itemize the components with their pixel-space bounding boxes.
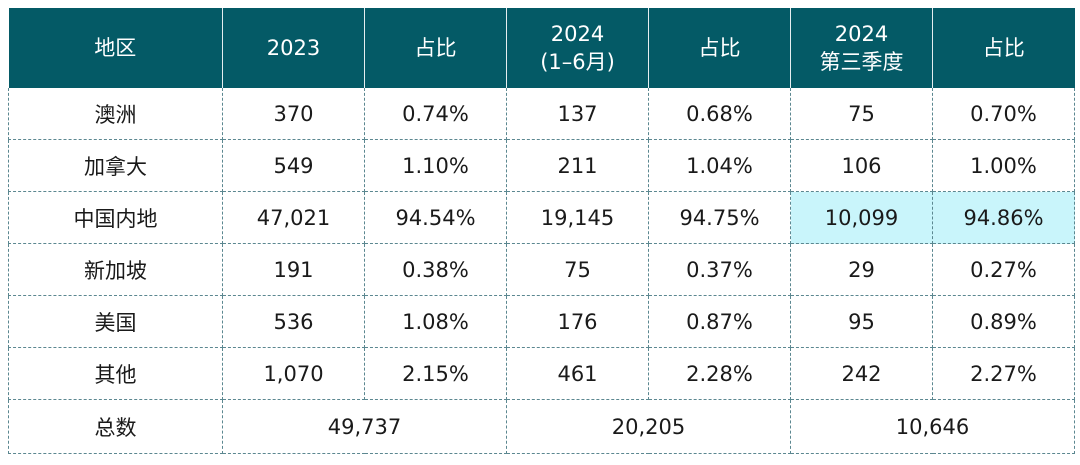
cell-share-2024-h1: 1.04% bbox=[648, 139, 791, 192]
header-region: 地区 bbox=[8, 8, 223, 88]
cell-share-2024-h1: 2.28% bbox=[648, 347, 791, 400]
cell-value-2023: 47,021 bbox=[222, 191, 365, 244]
cell-value-2024-h1: 211 bbox=[506, 139, 649, 192]
table-row: 加拿大 549 1.10% 211 1.04% 106 1.00% bbox=[8, 139, 1075, 192]
cell-share-2024-h1: 0.68% bbox=[648, 88, 791, 140]
cell-share-2024-h1: 94.75% bbox=[648, 191, 791, 244]
cell-region: 中国内地 bbox=[8, 191, 223, 244]
header-2024-q3-period: 第三季度 bbox=[819, 50, 904, 74]
cell-share-2023: 1.08% bbox=[364, 295, 507, 348]
cell-value-2024-q3: 106 bbox=[790, 139, 933, 192]
total-row: 总数 49,737 20,205 10,646 bbox=[8, 399, 1075, 454]
highlighted-cell-value-2024-q3: 10,099 bbox=[790, 191, 933, 244]
table-row: 新加坡 191 0.38% 75 0.37% 29 0.27% bbox=[8, 243, 1075, 296]
cell-value-2024-q3: 242 bbox=[790, 347, 933, 400]
cell-value-2024-q3: 29 bbox=[790, 243, 933, 296]
total-2023: 49,737 bbox=[222, 399, 507, 454]
cell-share-2024-q3: 0.27% bbox=[932, 243, 1075, 296]
cell-value-2024-h1: 75 bbox=[506, 243, 649, 296]
data-table-container: 地区 2023 占比 2024 (1–6月) 占比 2024 第三季度 占比 澳… bbox=[8, 8, 1075, 454]
total-label: 总数 bbox=[8, 399, 223, 454]
region-statistics-table: 地区 2023 占比 2024 (1–6月) 占比 2024 第三季度 占比 澳… bbox=[8, 8, 1075, 454]
cell-share-2023: 0.74% bbox=[364, 88, 507, 140]
cell-share-2024-h1: 0.37% bbox=[648, 243, 791, 296]
header-row: 地区 2023 占比 2024 (1–6月) 占比 2024 第三季度 占比 bbox=[8, 8, 1075, 88]
table-row: 美国 536 1.08% 176 0.87% 95 0.89% bbox=[8, 295, 1075, 348]
highlighted-cell-share-2024-q3: 94.86% bbox=[932, 191, 1075, 244]
cell-value-2023: 1,070 bbox=[222, 347, 365, 400]
header-2024-q3-year: 2024 bbox=[834, 22, 889, 46]
cell-share-2024-q3: 2.27% bbox=[932, 347, 1075, 400]
cell-value-2024-h1: 137 bbox=[506, 88, 649, 140]
cell-value-2023: 191 bbox=[222, 243, 365, 296]
total-2024-h1: 20,205 bbox=[506, 399, 791, 454]
header-2024-h1-year: 2024 bbox=[550, 22, 605, 46]
table-header: 地区 2023 占比 2024 (1–6月) 占比 2024 第三季度 占比 bbox=[8, 8, 1075, 88]
header-share-2023: 占比 bbox=[364, 8, 507, 88]
header-share-2024-h1: 占比 bbox=[648, 8, 791, 88]
cell-value-2024-q3: 75 bbox=[790, 88, 933, 140]
cell-share-2024-q3: 1.00% bbox=[932, 139, 1075, 192]
cell-value-2024-h1: 19,145 bbox=[506, 191, 649, 244]
table-row: 其他 1,070 2.15% 461 2.28% 242 2.27% bbox=[8, 347, 1075, 400]
table-row: 澳洲 370 0.74% 137 0.68% 75 0.70% bbox=[8, 88, 1075, 140]
cell-region: 其他 bbox=[8, 347, 223, 400]
cell-share-2024-h1: 0.87% bbox=[648, 295, 791, 348]
header-2024-q3: 2024 第三季度 bbox=[790, 8, 933, 88]
header-2024-h1: 2024 (1–6月) bbox=[506, 8, 649, 88]
cell-region: 新加坡 bbox=[8, 243, 223, 296]
cell-share-2024-q3: 0.70% bbox=[932, 88, 1075, 140]
header-2024-h1-period: (1–6月) bbox=[540, 50, 615, 74]
cell-value-2023: 536 bbox=[222, 295, 365, 348]
cell-region: 加拿大 bbox=[8, 139, 223, 192]
cell-value-2024-h1: 176 bbox=[506, 295, 649, 348]
cell-region: 澳洲 bbox=[8, 88, 223, 140]
total-2024-q3: 10,646 bbox=[790, 399, 1075, 454]
cell-share-2023: 94.54% bbox=[364, 191, 507, 244]
header-2023: 2023 bbox=[222, 8, 365, 88]
cell-share-2024-q3: 0.89% bbox=[932, 295, 1075, 348]
cell-value-2024-h1: 461 bbox=[506, 347, 649, 400]
cell-value-2023: 549 bbox=[222, 139, 365, 192]
header-share-2024-q3: 占比 bbox=[932, 8, 1075, 88]
cell-value-2024-q3: 95 bbox=[790, 295, 933, 348]
cell-region: 美国 bbox=[8, 295, 223, 348]
cell-share-2023: 0.38% bbox=[364, 243, 507, 296]
cell-share-2023: 2.15% bbox=[364, 347, 507, 400]
cell-value-2023: 370 bbox=[222, 88, 365, 140]
cell-share-2023: 1.10% bbox=[364, 139, 507, 192]
table-row: 中国内地 47,021 94.54% 19,145 94.75% 10,099 … bbox=[8, 191, 1075, 244]
table-body: 澳洲 370 0.74% 137 0.68% 75 0.70% 加拿大 549 … bbox=[8, 88, 1075, 454]
